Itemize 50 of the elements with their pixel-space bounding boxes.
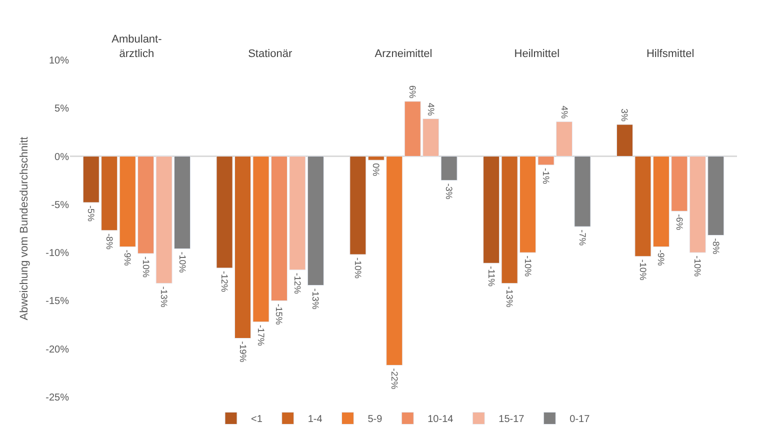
data-label: 4% bbox=[426, 102, 436, 116]
data-label: -12% bbox=[220, 270, 230, 292]
data-label: -15% bbox=[274, 304, 284, 325]
data-label: -6% bbox=[674, 214, 684, 230]
data-label: -10% bbox=[692, 256, 703, 277]
data-label: -9% bbox=[122, 250, 133, 266]
legend-label: 0-17 bbox=[570, 414, 590, 426]
data-label: 0% bbox=[371, 163, 382, 176]
data-label: -10% bbox=[177, 252, 188, 273]
y-tick-label: 0% bbox=[54, 152, 70, 163]
y-tick-label: -15% bbox=[46, 296, 70, 308]
x-tick-label: Ambulant- ärztlich bbox=[112, 34, 162, 60]
x-tick-label: Heilmittel bbox=[514, 48, 560, 60]
data-label: -10% bbox=[522, 256, 533, 277]
y-tick-label: -10% bbox=[46, 248, 70, 260]
data-label: 3% bbox=[620, 108, 630, 122]
x-tick-label: Stationär bbox=[248, 48, 292, 60]
data-label: -8% bbox=[710, 238, 721, 254]
legend-label: 15-17 bbox=[498, 414, 525, 426]
y-tick-label: 10% bbox=[48, 56, 70, 66]
y-tick-label: -5% bbox=[51, 200, 70, 211]
legend-label: 5-9 bbox=[368, 414, 383, 426]
legend-label: <1 bbox=[251, 414, 263, 426]
y-axis-title: Abweichung vom Bundesdurchschnitt bbox=[18, 136, 30, 320]
data-label: -10% bbox=[140, 256, 151, 278]
x-tick-label: Arzneimittel bbox=[374, 48, 432, 60]
data-label: -3% bbox=[444, 183, 454, 200]
data-label: -5% bbox=[86, 206, 96, 222]
data-label: -12% bbox=[292, 272, 302, 294]
data-label: -8% bbox=[104, 233, 114, 250]
data-label: -7% bbox=[577, 230, 588, 246]
data-label: 4% bbox=[559, 106, 570, 119]
data-label: -1% bbox=[541, 168, 552, 184]
data-label: -9% bbox=[656, 250, 666, 266]
data-label: -10% bbox=[352, 258, 363, 279]
data-label: -11% bbox=[486, 266, 496, 287]
legend-label: 1-4 bbox=[308, 414, 323, 426]
data-label: 6% bbox=[408, 85, 418, 98]
data-label: -22% bbox=[389, 368, 400, 390]
legend-label: 10-14 bbox=[428, 414, 454, 426]
data-label: -13% bbox=[504, 286, 515, 308]
y-tick-label: -25% bbox=[46, 392, 70, 404]
y-tick-label: -20% bbox=[46, 344, 70, 356]
data-label: -10% bbox=[638, 259, 648, 280]
data-label: -17% bbox=[256, 324, 266, 346]
x-tick-label: Hilfsmittel bbox=[646, 48, 694, 60]
data-label: -19% bbox=[238, 341, 248, 362]
y-tick-label: 5% bbox=[54, 104, 70, 115]
data-label: -13% bbox=[310, 288, 321, 310]
data-label: -13% bbox=[159, 286, 170, 308]
